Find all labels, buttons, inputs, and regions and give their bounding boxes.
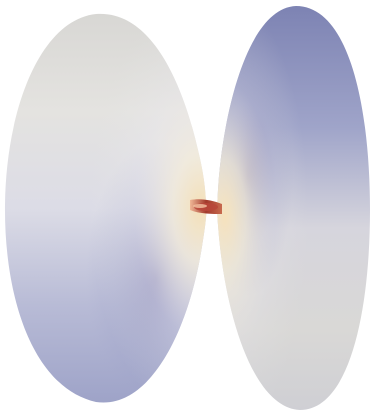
left-lobe (4, 13, 207, 403)
throat (190, 199, 222, 214)
right-lobe (217, 6, 370, 410)
